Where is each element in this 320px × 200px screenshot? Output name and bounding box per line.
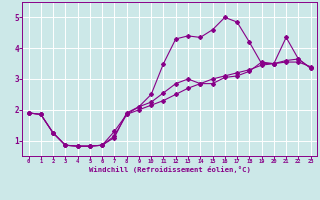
X-axis label: Windchill (Refroidissement éolien,°C): Windchill (Refroidissement éolien,°C) bbox=[89, 166, 251, 173]
